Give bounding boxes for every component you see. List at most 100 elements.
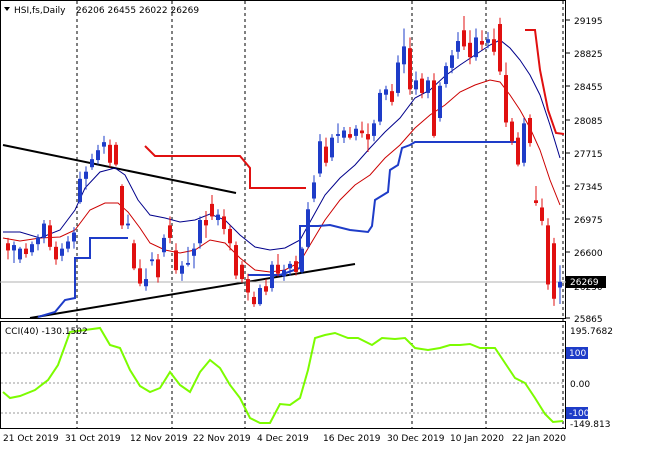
candle-body <box>558 281 562 288</box>
candle-body <box>294 261 298 272</box>
candle-body <box>216 214 220 221</box>
candle-body <box>30 244 34 253</box>
date-tick-label: 22 Jan 2020 <box>512 434 566 444</box>
candle-body <box>414 80 418 90</box>
price-tick-label: 28085 <box>574 117 603 127</box>
symbol-label: HSI,fs,Daily <box>14 6 66 16</box>
candle-body <box>384 89 388 95</box>
candle-body <box>168 225 172 238</box>
candle-body <box>288 263 292 269</box>
stop-line-red <box>144 145 306 189</box>
cci-axis: 195.7682 100 0.00 -100 -149.813 <box>566 327 613 430</box>
candle-body <box>156 259 160 278</box>
candle-body <box>336 134 340 136</box>
candle-body <box>174 250 178 271</box>
candle-body <box>264 286 268 292</box>
price-tick-label: 26975 <box>574 216 603 226</box>
candle-body <box>546 225 550 285</box>
candle-body <box>360 130 364 134</box>
candle-body <box>492 39 496 52</box>
candle-body <box>276 264 280 274</box>
current-price-value: 26269 <box>570 278 599 288</box>
candle-body <box>420 78 424 93</box>
candle-body <box>126 223 130 226</box>
candle-body <box>258 288 262 305</box>
price-tick-label: 27715 <box>574 150 603 160</box>
candle-body <box>54 246 58 260</box>
candle-body <box>210 203 214 217</box>
date-tick-label: 4 Dec 2019 <box>257 434 309 444</box>
candle-body <box>282 270 286 277</box>
candle-body <box>330 137 334 158</box>
candle-body <box>24 248 28 255</box>
candle-body <box>246 279 250 293</box>
price-tick-label: 29195 <box>574 17 603 27</box>
candles <box>6 15 562 307</box>
date-tick-label: 12 Nov 2019 <box>130 434 188 444</box>
candle-body <box>48 225 52 247</box>
chart-header: HSI,fs,Daily 26206 26455 26022 26269 <box>4 6 199 16</box>
candle-body <box>402 46 406 65</box>
candle-body <box>540 207 544 221</box>
candle-body <box>438 85 442 118</box>
date-tick-label: 16 Dec 2019 <box>323 434 381 444</box>
candle-body <box>342 130 346 138</box>
price-tick-label: 27345 <box>574 183 603 193</box>
cci-label: CCI(40) -130.1502 <box>5 327 88 337</box>
candle-body <box>252 296 256 305</box>
stop-line-blue <box>37 237 128 318</box>
candle-body <box>96 150 100 161</box>
candle-body <box>36 237 40 245</box>
cci-series <box>2 326 564 424</box>
trendline-lower[interactable] <box>29 263 356 319</box>
candle-body <box>300 248 304 272</box>
candle-body <box>306 209 310 247</box>
candle-body <box>102 142 106 147</box>
candle-body <box>72 232 76 242</box>
date-tick-label: 22 Nov 2019 <box>193 434 251 444</box>
chevron-down-icon[interactable] <box>4 7 10 11</box>
candle-body <box>480 41 484 45</box>
cci-level-mid: 0.00 <box>570 380 590 390</box>
candle-body <box>180 265 184 274</box>
cci-line <box>2 326 564 424</box>
candle-body <box>228 228 232 244</box>
candle-body <box>522 123 526 163</box>
candle-body <box>552 243 556 299</box>
price-tick-label: 25865 <box>574 315 603 325</box>
current-price-tag: 26269 <box>566 276 606 288</box>
candle-body <box>510 121 514 142</box>
price-tick-label: 26600 <box>574 249 603 259</box>
candle-body <box>60 248 64 256</box>
candle-body <box>78 178 82 203</box>
candle-body <box>354 128 358 136</box>
candle-body <box>204 220 208 226</box>
cci-level-hi: 100 <box>569 349 586 359</box>
date-axis: 21 Oct 2019 31 Oct 2019 12 Nov 2019 22 Nov … <box>3 434 566 444</box>
date-tick-label: 21 Oct 2019 <box>3 434 59 444</box>
candle-body <box>150 259 154 262</box>
cci-min-label: -149.813 <box>570 420 610 430</box>
candle-body <box>366 134 370 140</box>
candle-body <box>222 216 226 229</box>
candle-body <box>84 171 88 179</box>
candle-body <box>378 92 382 122</box>
cci-panel[interactable] <box>0 321 566 429</box>
candle-body <box>318 141 322 174</box>
date-tick-label: 31 Oct 2019 <box>65 434 121 444</box>
candle-body <box>138 268 142 284</box>
trendline-upper[interactable] <box>2 144 237 194</box>
candle-body <box>90 159 94 168</box>
candle-body <box>192 248 196 256</box>
candle-body <box>444 66 448 84</box>
candle-body <box>18 248 22 260</box>
candle-body <box>396 62 400 93</box>
candle-body <box>450 55 454 68</box>
candle-body <box>426 80 430 93</box>
candle-body <box>372 123 376 136</box>
candle-body <box>270 264 274 289</box>
date-tick-label: 30 Dec 2019 <box>387 434 445 444</box>
candle-body <box>474 37 478 58</box>
candle-body <box>162 237 166 253</box>
